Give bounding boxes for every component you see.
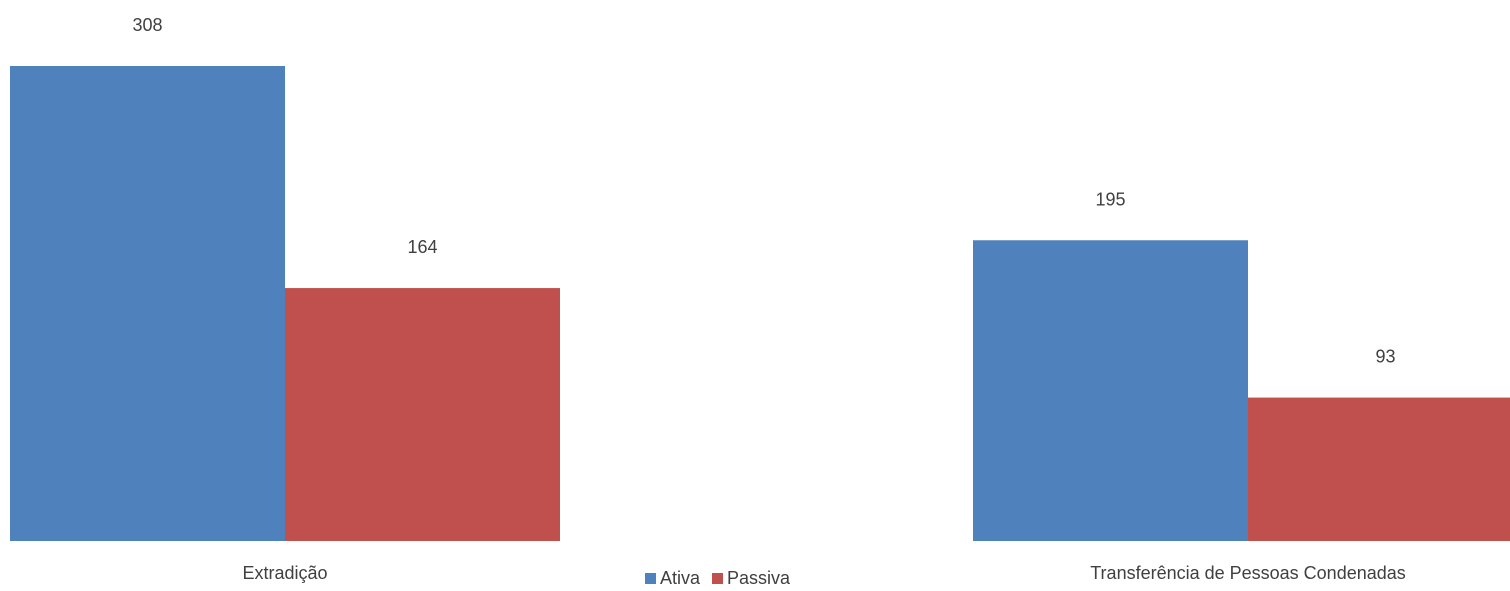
category-label-1: Transferência de Pessoas Condenadas — [1090, 563, 1406, 583]
legend-swatch-passiva — [712, 573, 724, 584]
data-label-passiva-0: 164 — [407, 237, 437, 257]
legend-item-passiva: Passiva — [712, 568, 790, 589]
legend-item-ativa: Ativa — [645, 568, 700, 589]
data-label-ativa-1: 195 — [1095, 189, 1125, 209]
legend-label-ativa: Ativa — [660, 568, 701, 588]
legend-label-passiva: Passiva — [727, 568, 791, 588]
bar-passiva-1 — [1248, 397, 1510, 541]
data-label-passiva-1: 93 — [1375, 347, 1395, 367]
bar-ativa-1 — [973, 240, 1248, 542]
legend: Ativa Passiva — [645, 568, 802, 589]
bar-passiva-0 — [285, 288, 560, 541]
legend-swatch-ativa — [645, 573, 656, 584]
category-label-0: Extradição — [242, 563, 327, 583]
data-label-ativa-0: 308 — [132, 15, 162, 35]
bar-ativa-0 — [10, 66, 285, 541]
